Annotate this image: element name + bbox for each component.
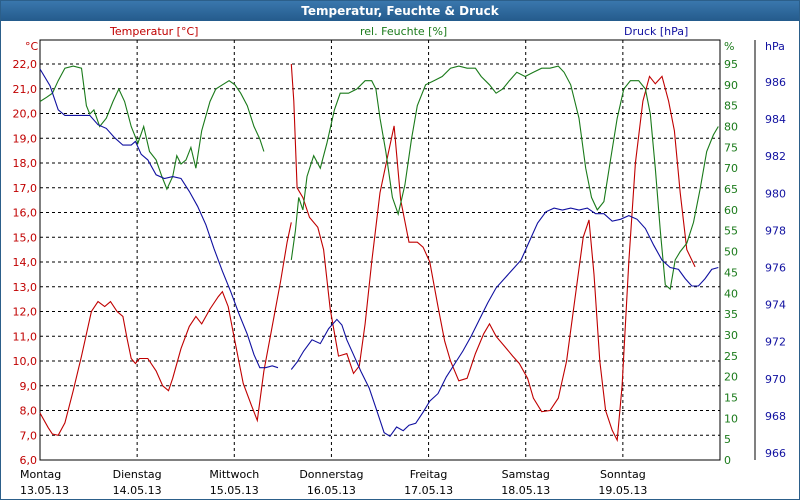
humidity-tick-label: 75 xyxy=(724,141,738,154)
temperature-axis: 6,0 7,0 8,0 9,0 10,0 11,0 12,0 13,0 14,0 15,0 16,0… xyxy=(13,58,38,467)
x-axis-date-label: 13.05.13 xyxy=(20,484,69,497)
series-lines xyxy=(39,63,719,443)
x-axis-day-label: Dienstag xyxy=(113,468,162,481)
humidity-axis-title: rel. Feuchte [%] xyxy=(360,25,447,38)
humidity-tick-label: 95 xyxy=(724,58,738,71)
humidity-tick-label: 70 xyxy=(724,162,738,175)
x-axis-date-label: 14.05.13 xyxy=(113,484,162,497)
temperature-tick-label: 20,0 xyxy=(13,108,38,121)
temperature-tick-label: 16,0 xyxy=(13,207,38,220)
humidity-tick-label: 30 xyxy=(724,329,738,342)
x-axis-date-label: 15.05.13 xyxy=(210,484,259,497)
series-line-humidity xyxy=(290,65,719,291)
temperature-tick-label: 13,0 xyxy=(13,281,38,294)
humidity-tick-label: 40 xyxy=(724,287,738,300)
temperature-tick-label: 8,0 xyxy=(20,405,38,418)
pressure-axis-title: Druck [hPa] xyxy=(624,25,688,38)
humidity-tick-label: 0 xyxy=(724,454,731,467)
pressure-tick-label: 972 xyxy=(765,336,786,349)
x-axis-day-label: Mittwoch xyxy=(209,468,259,481)
temperature-tick-label: 10,0 xyxy=(13,355,38,368)
plot-area xyxy=(39,39,721,461)
grid xyxy=(40,40,721,460)
temperature-tick-label: 7,0 xyxy=(20,429,38,442)
temperature-tick-label: 12,0 xyxy=(13,306,38,319)
x-axis-date-label: 17.05.13 xyxy=(404,484,453,497)
temperature-tick-label: 6,0 xyxy=(20,454,38,467)
pressure-tick-label: 980 xyxy=(765,187,786,200)
pressure-tick-label: 970 xyxy=(765,373,786,386)
humidity-tick-label: 45 xyxy=(724,266,738,279)
temperature-tick-label: 17,0 xyxy=(13,182,38,195)
temperature-tick-label: 15,0 xyxy=(13,231,38,244)
humidity-tick-label: 50 xyxy=(724,246,738,259)
humidity-tick-label: 80 xyxy=(724,121,738,134)
humidity-unit-label: % xyxy=(724,40,734,53)
temperature-tick-label: 21,0 xyxy=(13,83,38,96)
temperature-tick-label: 9,0 xyxy=(20,380,38,393)
temperature-axis-title: Temperatur [°C] xyxy=(109,25,198,38)
temperature-tick-label: 22,0 xyxy=(13,58,38,71)
pressure-tick-label: 986 xyxy=(765,76,786,89)
x-axis-date-label: 19.05.13 xyxy=(598,484,647,497)
x-axis-day-label: Samstag xyxy=(502,468,550,481)
pressure-tick-label: 966 xyxy=(765,447,786,460)
x-axis-day-label: Freitag xyxy=(410,468,448,481)
humidity-tick-label: 90 xyxy=(724,79,738,92)
humidity-tick-label: 65 xyxy=(724,183,738,196)
x-axis-day-label: Montag xyxy=(20,468,61,481)
pressure-tick-label: 982 xyxy=(765,150,786,163)
temperature-tick-label: 11,0 xyxy=(13,330,38,343)
x-axis-labels: Montag 13.05.13 Dienstag 14.05.13 Mittwoch 15… xyxy=(20,468,647,497)
temperature-unit-label: °C xyxy=(25,40,39,53)
pressure-tick-label: 974 xyxy=(765,299,786,312)
axis-headers: °C Temperatur [°C] rel. Feuchte [%] Druck [… xyxy=(25,25,785,53)
humidity-tick-label: 60 xyxy=(724,204,738,217)
series-line-temperature xyxy=(290,63,696,443)
x-axis-date-label: 18.05.13 xyxy=(501,484,550,497)
series-line-pressure xyxy=(39,68,279,369)
series-line-humidity xyxy=(39,65,265,191)
humidity-tick-label: 20 xyxy=(724,371,738,384)
series-line-pressure xyxy=(290,207,719,438)
pressure-tick-label: 984 xyxy=(765,113,786,126)
humidity-tick-label: 35 xyxy=(724,308,738,321)
x-axis-day-label: Sonntag xyxy=(600,468,646,481)
temperature-tick-label: 18,0 xyxy=(13,157,38,170)
pressure-axis: 966 968 970 972 974 976 978 980 982 984 986 xyxy=(765,76,786,460)
humidity-tick-label: 55 xyxy=(724,225,738,238)
pressure-unit-label: hPa xyxy=(765,40,785,53)
chart-title: Temperatur, Feuchte & Druck xyxy=(1,1,799,21)
humidity-tick-label: 5 xyxy=(724,433,731,446)
x-axis-date-label: 16.05.13 xyxy=(307,484,356,497)
pressure-tick-label: 978 xyxy=(765,224,786,237)
humidity-axis: 0 5 10 15 20 25 30 35 40 45 50 55 60 65 70 75 80 85 90 95 xyxy=(724,40,756,467)
humidity-tick-label: 85 xyxy=(724,100,738,113)
pressure-tick-label: 976 xyxy=(765,262,786,275)
temperature-tick-label: 19,0 xyxy=(13,132,38,145)
humidity-tick-label: 15 xyxy=(724,391,738,404)
temperature-tick-label: 14,0 xyxy=(13,256,38,269)
humidity-tick-label: 25 xyxy=(724,350,738,363)
humidity-tick-label: 10 xyxy=(724,412,738,425)
pressure-tick-label: 968 xyxy=(765,410,786,423)
x-axis-day-label: Donnerstag xyxy=(299,468,363,481)
series-line-temperature xyxy=(39,222,292,436)
